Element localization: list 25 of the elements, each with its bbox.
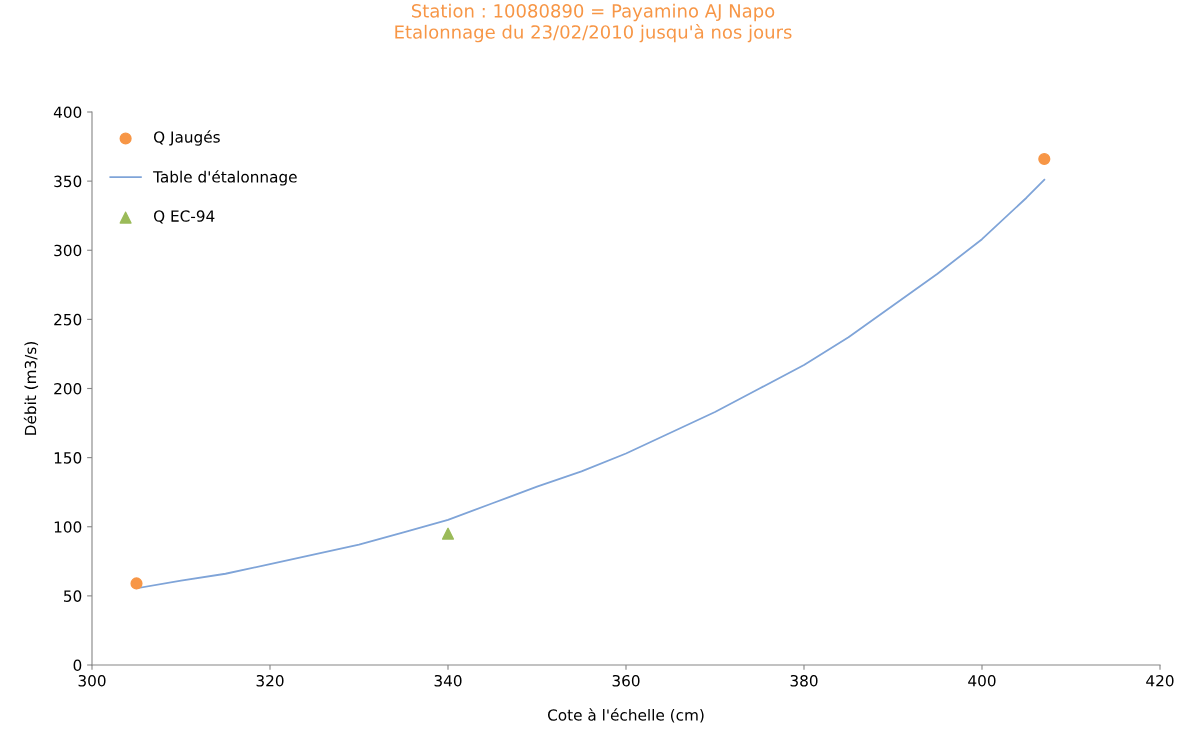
y-tick-label: 300	[54, 244, 82, 257]
x-tick-label: 340	[434, 674, 462, 687]
legend-label: Q EC-94	[153, 210, 215, 224]
point	[441, 527, 455, 540]
x-axis-title: Cote à l'échelle (cm)	[547, 708, 704, 723]
x-tick-label: 400	[968, 674, 996, 687]
y-tick-label: 50	[64, 590, 82, 602]
x-tick-label: 380	[790, 674, 818, 687]
x-tick-label: 320	[256, 674, 284, 687]
legend-label: Q Jaugés	[153, 130, 220, 146]
x-tick-label: 360	[612, 674, 640, 687]
y-tick-label: 250	[54, 313, 82, 326]
legend-label: Table d'étalonnage	[153, 170, 297, 186]
point	[130, 577, 143, 590]
y-tick-label: 200	[54, 382, 82, 395]
y-tick-label: 150	[54, 452, 82, 464]
chart-title: Station : 10080890 = Payamino AJ Napo Etalonnage du 23/02/2010 jusqu'à nos jours	[395, 3, 792, 43]
y-axis-title: Débit (m3/s)	[23, 342, 39, 435]
point	[1038, 152, 1051, 166]
y-tick-label: 350	[54, 175, 82, 188]
y-tick-label: 400	[53, 106, 82, 119]
y-tick-label: 100	[54, 521, 82, 533]
y-tick-label: 0	[73, 659, 82, 672]
x-tick-label: 420	[1146, 674, 1174, 687]
x-tick-label: 300	[78, 674, 106, 687]
